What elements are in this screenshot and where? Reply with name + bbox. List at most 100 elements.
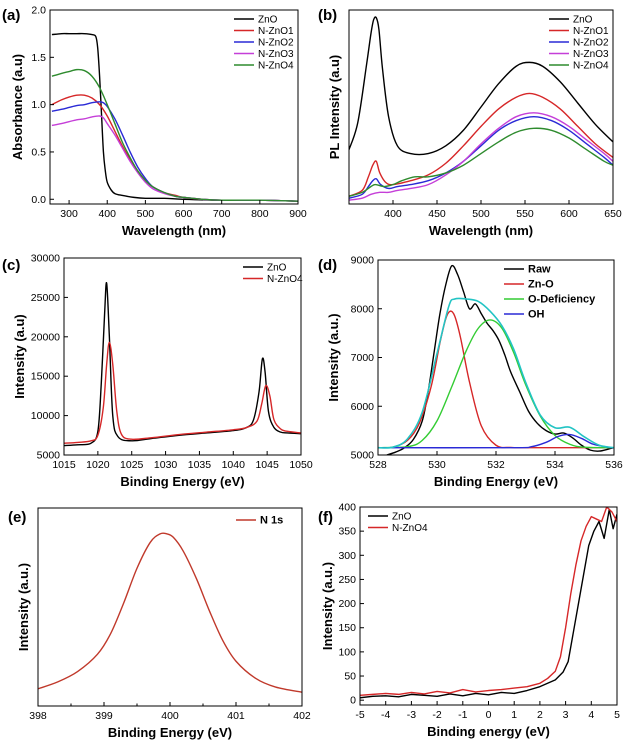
x-tick-label: 536 xyxy=(605,459,623,471)
x-tick-label: 900 xyxy=(289,208,307,220)
series-group xyxy=(349,16,613,201)
legend-label: N-ZnO3 xyxy=(258,49,294,60)
y-tick-label: 15000 xyxy=(31,371,60,383)
legend-label: N-ZnO1 xyxy=(258,26,294,37)
legend-label: Raw xyxy=(528,264,551,276)
x-tick-label: -3 xyxy=(407,709,416,721)
x-tick-label: 1 xyxy=(511,709,517,721)
legend-label: N-ZnO2 xyxy=(573,38,609,49)
x-tick-label: 400 xyxy=(98,208,116,220)
series-line-n-zno1 xyxy=(349,92,613,197)
series-line-zno xyxy=(64,281,301,447)
x-tick-label: 300 xyxy=(60,208,78,220)
y-tick-label: 8000 xyxy=(351,303,375,315)
series-line-n-zno1 xyxy=(51,94,298,202)
panel-b: (b) 400 450 500 550 600 650 Wavelength (nm) PL I… xyxy=(318,7,622,238)
x-tick-label: -2 xyxy=(432,709,441,721)
x-axis-title: Binding energy (eV) xyxy=(427,724,550,739)
legend-label: O-Deficiency xyxy=(528,294,596,306)
y-axis-title: Intensity (a.u.) xyxy=(16,563,31,651)
y-tick-label: 200 xyxy=(338,598,356,610)
x-tick-label: 500 xyxy=(137,208,155,220)
y-tick-label: 0.0 xyxy=(31,194,46,206)
axes-frame xyxy=(377,259,615,456)
x-tick-label: -5 xyxy=(355,709,364,721)
x-tick-label: 400 xyxy=(384,208,402,220)
x-tick-label: 500 xyxy=(472,208,490,220)
x-tick-label: 398 xyxy=(29,710,47,722)
x-tick-label: -1 xyxy=(458,709,467,721)
x-tick-label: 1035 xyxy=(188,459,212,471)
y-tick-label: 7000 xyxy=(351,352,375,364)
panel-d: (d) 528 530 532 534 536 5000 6000 7000 8000 9000 Bi… xyxy=(318,255,623,490)
x-tick-label: 600 xyxy=(175,208,193,220)
x-tick-label: 700 xyxy=(213,208,231,220)
legend-label: N-ZnO3 xyxy=(573,49,609,60)
legend-label: N-ZnO4 xyxy=(392,523,428,534)
x-tick-label: 530 xyxy=(428,459,446,471)
series-line-o-deficiency xyxy=(378,319,614,449)
y-tick-label: 0 xyxy=(350,695,356,707)
x-tick-label: 1025 xyxy=(120,459,144,471)
series-group xyxy=(378,264,614,455)
legend-label: ZnO xyxy=(392,512,412,523)
x-tick-label: 1030 xyxy=(154,459,178,471)
panel-label: (d) xyxy=(318,257,337,274)
x-tick-label: 0 xyxy=(486,709,492,721)
x-tick-label: 5 xyxy=(614,709,620,721)
y-tick-label: 350 xyxy=(338,526,356,538)
series-line-n-zno4 xyxy=(349,127,613,197)
x-tick-label: -4 xyxy=(381,709,390,721)
x-tick-label: 400 xyxy=(161,710,179,722)
legend-label: N-ZnO4 xyxy=(258,61,294,72)
series-line-zno xyxy=(360,508,617,699)
y-tick-label: 9000 xyxy=(351,255,375,267)
series-line-n-zno4 xyxy=(64,341,301,444)
legend-label: Zn-O xyxy=(528,279,554,291)
y-axis-title: Absorbance (a.u) xyxy=(10,54,25,160)
legend-label: ZnO xyxy=(258,15,278,26)
x-tick-label: 650 xyxy=(604,208,622,220)
x-axis-title: Binding Energy (eV) xyxy=(434,474,558,489)
y-tick-label: 2.0 xyxy=(31,5,46,17)
y-tick-label: 1.5 xyxy=(31,52,46,64)
y-tick-label: 300 xyxy=(338,550,356,562)
series-line-n-zno3 xyxy=(349,112,613,201)
panel-label: (f) xyxy=(318,509,333,526)
y-tick-label: 150 xyxy=(338,622,356,634)
x-tick-label: 450 xyxy=(428,208,446,220)
x-tick-label: 402 xyxy=(293,710,311,722)
legend-label: ZnO xyxy=(267,263,287,274)
y-tick-label: 20000 xyxy=(31,331,60,343)
x-tick-label: 600 xyxy=(560,208,578,220)
y-tick-label: 250 xyxy=(338,574,356,586)
x-tick-label: 1040 xyxy=(222,459,246,471)
panel-f: (f)-5 -4 -3 -2 -1 0 1 2 3 4 5050100150200250300350… xyxy=(318,502,620,740)
x-tick-label: 550 xyxy=(516,208,534,220)
x-tick-label: 534 xyxy=(546,459,564,471)
panel-label: (a) xyxy=(2,7,20,24)
x-tick-label: 800 xyxy=(251,208,269,220)
y-tick-label: 100 xyxy=(338,646,356,658)
x-tick-label: 528 xyxy=(369,459,387,471)
x-tick-label: 399 xyxy=(95,710,113,722)
panel-label: (e) xyxy=(8,509,26,526)
y-tick-label: 5000 xyxy=(37,450,61,462)
legend-label: N-ZnO1 xyxy=(573,26,609,37)
legend-label: N-ZnO4 xyxy=(573,61,609,72)
x-axis-title: Binding Energy (eV) xyxy=(108,725,232,740)
y-tick-label: 10000 xyxy=(31,410,60,422)
legend-label: OH xyxy=(528,309,545,321)
series-line-n-zno2 xyxy=(51,101,298,202)
series-group xyxy=(360,507,617,699)
panel-label: (b) xyxy=(318,7,337,24)
y-tick-label: 25000 xyxy=(31,292,60,304)
x-tick-label: 1015 xyxy=(52,459,76,471)
y-axis-title: Intensity (a.u.) xyxy=(320,562,335,650)
x-tick-label: 4 xyxy=(588,709,594,721)
y-tick-label: 30000 xyxy=(31,253,60,265)
series-line-zn-o xyxy=(378,310,614,449)
x-axis-title: Wavelength (nm) xyxy=(122,223,226,238)
y-tick-label: 1.0 xyxy=(31,99,46,111)
